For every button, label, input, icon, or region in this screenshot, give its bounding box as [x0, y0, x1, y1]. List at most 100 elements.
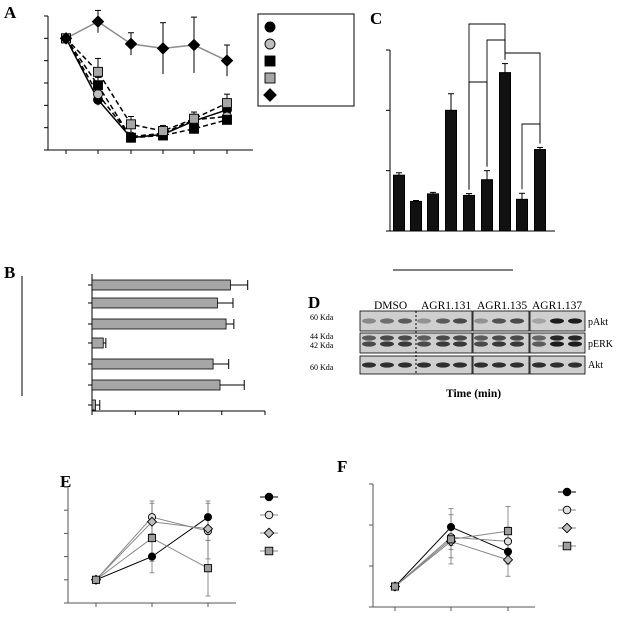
mw-44: 44 Kda [310, 332, 334, 341]
a-point-4 [91, 15, 105, 28]
blot-band [453, 335, 467, 341]
panel-label-e: E [60, 472, 71, 491]
blot-bands [362, 318, 582, 368]
mw-60-top: 60 Kda [310, 313, 334, 322]
a-series-line-4 [65, 20, 228, 62]
a-point-2 [222, 114, 232, 125]
f-point-3 [446, 535, 456, 544]
c-bracket [504, 52, 541, 144]
e-point-3 [91, 575, 101, 584]
e-point-0 [203, 513, 213, 522]
b-bar [91, 279, 231, 291]
e-legend-marker-0 [264, 492, 274, 502]
blot-band [453, 341, 467, 347]
f-point-0 [503, 547, 513, 556]
panel-label-a: A [4, 3, 17, 22]
panel-label-f: F [337, 457, 347, 476]
blot-band [532, 362, 546, 368]
blot-band [550, 335, 564, 341]
blot-band [550, 362, 564, 368]
mw-60-bottom: 60 Kda [310, 363, 334, 372]
c-bracket [486, 39, 506, 167]
blot-band [474, 318, 488, 324]
blot-band [436, 318, 450, 324]
c-bar [481, 179, 493, 232]
b-bar [91, 399, 96, 411]
blot-band [380, 335, 394, 341]
a-legend-marker-3 [264, 72, 276, 84]
a-series-line-1 [65, 37, 228, 138]
blot-band [453, 318, 467, 324]
panel-label-c: C [370, 9, 382, 28]
blot-band [550, 341, 564, 347]
a-legend-marker-0 [264, 21, 276, 33]
mw-42: 42 Kda [310, 341, 334, 350]
a-point-4 [59, 32, 73, 45]
a-legend-marker-2 [264, 55, 276, 67]
blot-band [492, 335, 506, 341]
f-point-2 [502, 554, 514, 565]
a-point-4 [187, 38, 201, 52]
e-point-3 [147, 533, 157, 543]
a-point-2 [93, 80, 103, 91]
a-point-3 [126, 119, 136, 130]
blot-group-agr1-131: AGR1.131 [421, 300, 471, 312]
blot-band [510, 341, 524, 347]
blot-band [417, 341, 431, 347]
blot-band [417, 362, 431, 368]
e-point-2 [146, 516, 158, 527]
blot-band [492, 341, 506, 347]
blot-band [398, 318, 412, 324]
chart-a [44, 9, 355, 154]
blot-row-akt: Akt [588, 360, 603, 371]
f-legend-marker-0 [562, 487, 572, 497]
e-legend-marker-2 [263, 527, 275, 539]
blot-band [568, 318, 582, 324]
a-point-3 [93, 66, 103, 77]
blot-band [436, 341, 450, 347]
blot-band [550, 318, 564, 324]
c-bar [427, 193, 439, 232]
f-legend-marker-1 [562, 505, 572, 515]
f-point-3 [503, 527, 513, 536]
a-legend-marker-4 [263, 88, 277, 102]
blot-band [453, 362, 467, 368]
blot-band [474, 335, 488, 341]
blot-band [532, 335, 546, 341]
a-point-2 [126, 132, 136, 143]
a-point-4 [220, 54, 234, 67]
chart-c [386, 23, 555, 271]
blot-band [362, 335, 376, 341]
f-point-3 [390, 582, 400, 591]
panel-label-b: B [4, 263, 15, 282]
b-bar [91, 297, 218, 309]
blot-group-dmso: DMSO [374, 300, 407, 312]
blot-band [510, 318, 524, 324]
western-blot: DMSO AGR1.131 AGR1.135 AGR1.137 60 Kda 4… [310, 300, 614, 400]
chart-f [369, 483, 576, 611]
blot-band [380, 341, 394, 347]
e-legend-marker-1 [264, 510, 274, 520]
c-bar [463, 194, 475, 232]
blot-xlabel: Time (min) [446, 388, 501, 400]
blot-band [532, 341, 546, 347]
blot-band [436, 335, 450, 341]
e-legend-marker-3 [264, 546, 274, 556]
blot-band [510, 362, 524, 368]
e-point-0 [147, 552, 157, 561]
blot-row-perk: pERK [588, 339, 614, 350]
a-series-line-3 [65, 37, 228, 132]
b-bar [91, 337, 104, 349]
blot-band [568, 341, 582, 347]
chart-e [64, 486, 278, 607]
blot-row-pakt: pAkt [588, 317, 608, 328]
chart-b [21, 274, 266, 415]
blot-band [362, 362, 376, 368]
b-bar [91, 318, 227, 330]
blot-band [417, 335, 431, 341]
blot-band [568, 335, 582, 341]
blot-band [398, 341, 412, 347]
c-bar [445, 109, 457, 232]
a-point-2 [189, 123, 199, 134]
